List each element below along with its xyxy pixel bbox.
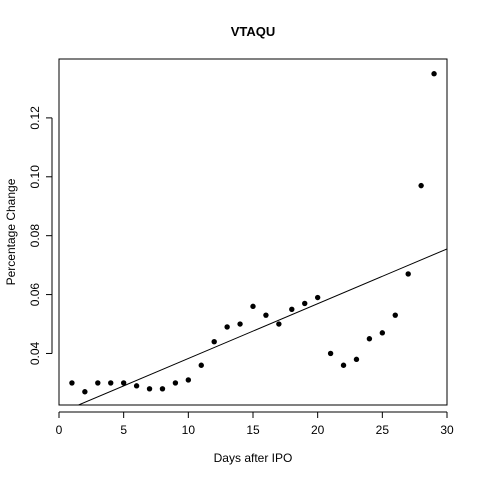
data-point [198,362,204,368]
x-tick-label: 5 [120,423,127,437]
y-tick-label: 0.06 [28,283,42,307]
data-point [405,271,411,277]
data-point [366,336,373,342]
data-point [289,306,295,312]
x-axis: 0 5 10 15 20 25 30 [56,411,454,437]
x-axis-label: Days after IPO [214,451,293,465]
x-tick-label: 25 [376,423,390,437]
y-tick-label: 0.12 [28,106,42,130]
x-tick-label: 15 [246,423,260,437]
data-point [108,380,114,386]
data-point [69,380,75,386]
data-point [185,377,192,383]
data-point [263,312,269,318]
data-point [250,303,256,310]
data-point [276,321,282,327]
x-tick-label: 20 [311,423,325,437]
y-axis-label: Percentage Change [4,178,18,285]
chart-title: VTAQU [231,24,276,39]
y-tick-label: 0.04 [28,341,42,365]
plot-area [69,71,447,405]
data-point [120,380,127,386]
data-point [172,380,179,386]
data-point [159,386,166,392]
plot-frame [58,58,448,406]
data-point [224,324,230,330]
data-point [146,386,153,392]
data-point [82,389,88,395]
y-tick-label: 0.10 [28,165,42,189]
x-tick-label: 0 [56,423,63,437]
data-point [418,182,424,189]
data-point [314,294,321,301]
y-tick-label: 0.08 [28,224,42,248]
data-point [392,312,398,318]
y-axis: 0.04 0.06 0.08 0.10 0.12 [28,106,53,365]
data-point [327,350,334,357]
data-point [302,300,308,307]
data-point [379,330,386,336]
data-point [133,383,140,389]
data-point [95,380,101,386]
data-point [211,338,217,345]
trend-line [77,248,447,405]
data-point [431,71,437,77]
data-point [353,356,360,363]
data-point [237,321,243,327]
data-point [340,362,347,368]
x-tick-label: 10 [182,423,196,437]
x-tick-label: 30 [440,423,454,437]
